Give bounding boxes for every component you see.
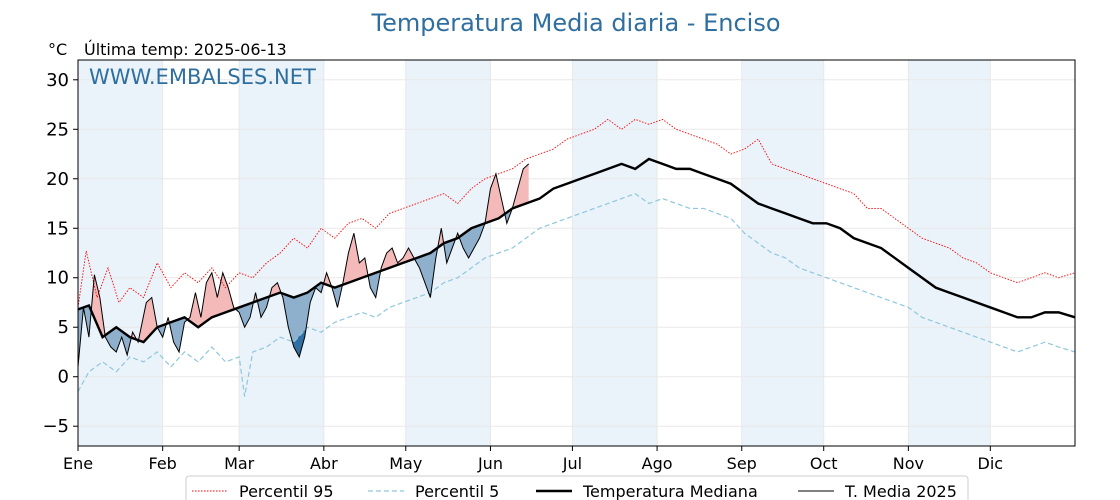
month-band <box>239 60 324 446</box>
legend-label-p95: Percentil 95 <box>239 482 334 500</box>
series-line-p5 <box>77 192 1076 397</box>
x-tick-label: Oct <box>810 454 838 473</box>
y-tick-label: 25 <box>46 119 69 140</box>
y-tick-label: 0 <box>58 367 69 388</box>
y-tick-label: −5 <box>42 416 69 437</box>
warm-anomaly-area <box>253 292 258 303</box>
y-tick-label: 10 <box>46 268 69 289</box>
cold-anomaly-area <box>157 322 167 338</box>
month-band <box>741 60 824 446</box>
last-temp-label: Última temp: 2025-06-13 <box>84 40 287 59</box>
x-tick-label: Nov <box>893 454 924 473</box>
series-lines <box>77 118 1076 397</box>
series-line-median <box>77 157 1076 344</box>
x-tick-label: Abr <box>310 454 338 473</box>
x-tick-label: Jun <box>477 454 503 473</box>
cold-anomaly-area <box>84 305 92 338</box>
month-band <box>908 60 991 446</box>
warm-anomaly-area <box>342 233 369 285</box>
y-tick-label: 30 <box>46 70 69 91</box>
cold-anomaly-area <box>169 317 188 352</box>
watermark: WWW.EMBALSES.NET <box>89 65 316 89</box>
chart-title: Temperatura Media diaria - Enciso <box>370 9 780 37</box>
alternating-month-bands <box>78 60 991 446</box>
x-tick-label: Jul <box>562 454 582 473</box>
cold-anomaly-area <box>281 282 324 357</box>
cold-anomaly-area <box>459 223 485 258</box>
month-band <box>78 60 163 446</box>
legend-label-current: T. Media 2025 <box>844 482 957 500</box>
month-band <box>572 60 658 446</box>
cold-anomaly-area <box>444 238 456 263</box>
series-line-p95 <box>77 118 1076 308</box>
x-tick-label: Ene <box>63 454 93 473</box>
y-tick-label: 20 <box>46 169 69 190</box>
legend-label-median: Temperatura Mediana <box>582 482 758 500</box>
legend-box <box>185 475 969 500</box>
warm-anomaly-area <box>484 173 505 224</box>
series-line-current <box>77 163 530 367</box>
plot-frame <box>77 59 1076 447</box>
y-axis-ticks: −5 0 5 10 15 20 25 30 <box>42 70 78 437</box>
y-axis-unit: °C <box>48 40 67 59</box>
x-axis-ticks: Ene Feb Mar Abr May Jun Jul Ago Sep Oct Nov Dic <box>63 446 1003 473</box>
x-tick-label: May <box>389 454 422 473</box>
legend: Percentil 95 Percentil 5 Temperatura Media… <box>185 475 969 500</box>
x-tick-label: Sep <box>727 454 757 473</box>
x-tick-label: Dic <box>978 454 1004 473</box>
warm-anomaly-area <box>437 228 445 248</box>
y-tick-label: 5 <box>58 317 69 338</box>
x-tick-label: Mar <box>224 454 255 473</box>
x-tick-label: Feb <box>149 454 177 473</box>
legend-label-p5: Percentil 5 <box>415 482 499 500</box>
warm-anomaly-area <box>512 163 529 209</box>
x-tick-label: Ago <box>642 454 673 473</box>
y-tick-label: 15 <box>46 218 69 239</box>
warm-anomaly-area <box>381 248 415 271</box>
